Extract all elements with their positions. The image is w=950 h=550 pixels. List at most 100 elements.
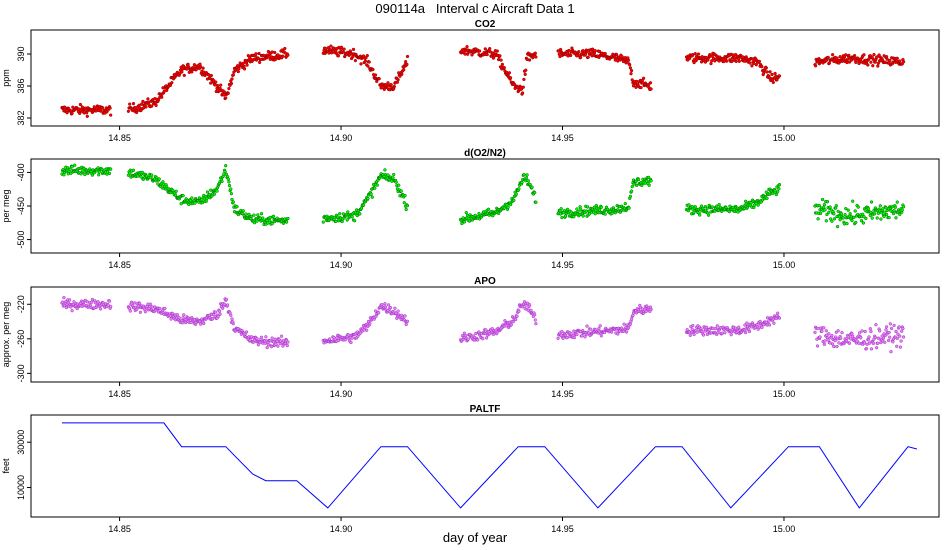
data-point-1-5-21 (698, 213, 702, 217)
data-point-1-6-128 (893, 205, 898, 209)
data-point-1-3-113 (530, 185, 534, 189)
data-point-2-2-99 (383, 305, 388, 309)
data-point-1-0-59 (97, 170, 101, 174)
data-point-0-4-132 (639, 85, 643, 90)
data-point-1-6-114 (884, 212, 889, 217)
data-point-1-1-20 (139, 175, 143, 179)
data-point-2-1-58 (163, 306, 167, 311)
data-point-2-5-139 (772, 321, 776, 325)
data-point-1-5-12 (692, 210, 696, 214)
data-point-0-1-67 (168, 83, 173, 87)
data-point-0-3-79 (508, 76, 513, 80)
data-point-1-1-229 (270, 222, 274, 226)
data-point-2-1-146 (218, 312, 222, 316)
data-point-0-4-93 (614, 52, 619, 57)
chart-main-title: 090114a Interval c Aircraft Data 1 (375, 1, 575, 16)
data-point-2-6-43 (840, 331, 844, 335)
data-point-1-6-9 (818, 211, 823, 216)
data-point-1-6-65 (854, 220, 858, 225)
data-point-2-1-167 (231, 322, 235, 326)
data-point-1-3-92 (517, 187, 521, 191)
data-point-2-1-212 (259, 335, 264, 339)
data-point-0-1-69 (170, 81, 174, 85)
data-point-0-1-44 (154, 103, 158, 108)
data-point-1-1-167 (231, 200, 235, 204)
data-point-2-1-120 (202, 321, 206, 326)
data-point-0-6-131 (895, 56, 899, 60)
data-point-1-1-231 (271, 214, 276, 218)
data-point-2-0-47 (90, 300, 94, 304)
data-point-0-0-16 (70, 111, 74, 115)
data-point-0-5-64 (725, 59, 729, 63)
data-point-2-1-16 (136, 304, 141, 308)
data-point-0-1-209 (257, 60, 262, 65)
data-point-1-6-139 (900, 208, 904, 212)
data-point-1-4-15 (565, 207, 570, 212)
data-point-2-3-87 (514, 317, 518, 322)
data-point-1-6-108 (881, 207, 885, 211)
data-point-0-1-153 (222, 90, 227, 94)
y-axis-label-2: approx. per meg (1, 302, 11, 368)
data-point-2-5-100 (747, 329, 752, 334)
data-point-2-5-71 (729, 333, 733, 337)
data-point-1-6-53 (846, 208, 850, 212)
data-point-0-5-136 (770, 72, 774, 77)
data-point-2-6-38 (837, 341, 841, 345)
data-point-0-1-155 (224, 96, 228, 100)
data-point-0-3-77 (507, 71, 512, 75)
data-point-1-6-95 (873, 212, 877, 216)
data-point-0-1-159 (226, 91, 230, 95)
data-point-0-0-39 (85, 111, 89, 115)
data-point-1-6-91 (870, 216, 874, 220)
data-point-2-5-6 (688, 333, 692, 338)
data-point-1-6-111 (883, 210, 887, 214)
data-point-2-6-90 (869, 347, 874, 351)
data-point-2-1-205 (255, 336, 259, 341)
data-point-0-1-119 (201, 66, 205, 70)
data-point-2-6-0 (813, 330, 817, 335)
data-point-1-2-86 (375, 183, 379, 187)
data-point-2-6-117 (886, 338, 891, 343)
data-point-1-2-120 (397, 183, 401, 187)
x-tick-label-2-2: 14.95 (551, 389, 574, 399)
x-tick-label-3-3: 15.00 (773, 524, 796, 534)
data-point-0-0-76 (108, 106, 112, 110)
data-point-1-3-9 (464, 210, 468, 215)
data-point-0-2-79 (371, 67, 375, 72)
data-point-1-5-4 (687, 203, 691, 207)
data-point-2-2-74 (368, 321, 372, 326)
panel-frame-0 (30, 29, 940, 127)
data-point-2-0-77 (109, 304, 113, 309)
data-point-0-2-51 (353, 58, 358, 63)
data-point-2-1-35 (148, 302, 153, 306)
data-point-2-6-80 (863, 329, 867, 334)
data-point-1-6-77 (861, 221, 866, 225)
data-point-1-2-46 (350, 215, 354, 219)
data-point-0-1-183 (241, 61, 245, 65)
data-point-0-2-125 (400, 72, 404, 76)
data-point-0-4-118 (630, 78, 634, 82)
data-point-0-1-108 (194, 68, 198, 72)
panel-title-2: APO (474, 276, 496, 287)
data-point-0-2-119 (396, 78, 400, 82)
data-point-1-1-101 (190, 196, 194, 200)
data-point-2-0-48 (90, 297, 95, 302)
data-point-2-6-114 (884, 325, 889, 329)
data-point-0-3-103 (524, 68, 528, 72)
data-point-0-3-98 (520, 91, 525, 95)
data-point-1-4-141 (645, 179, 649, 183)
data-point-0-5-123 (762, 71, 766, 75)
data-point-0-6-63 (852, 53, 857, 58)
data-point-1-4-117 (629, 189, 634, 193)
data-point-1-4-115 (628, 194, 633, 199)
data-point-1-6-74 (859, 219, 864, 223)
data-point-0-4-115 (628, 66, 633, 70)
data-point-0-5-111 (754, 63, 758, 67)
data-point-0-3-100 (522, 77, 526, 82)
data-point-2-4-49 (587, 331, 591, 335)
data-point-2-6-119 (888, 335, 892, 339)
data-point-1-6-49 (844, 206, 848, 211)
data-point-2-0-3 (62, 295, 66, 300)
data-point-1-4-107 (623, 201, 627, 206)
